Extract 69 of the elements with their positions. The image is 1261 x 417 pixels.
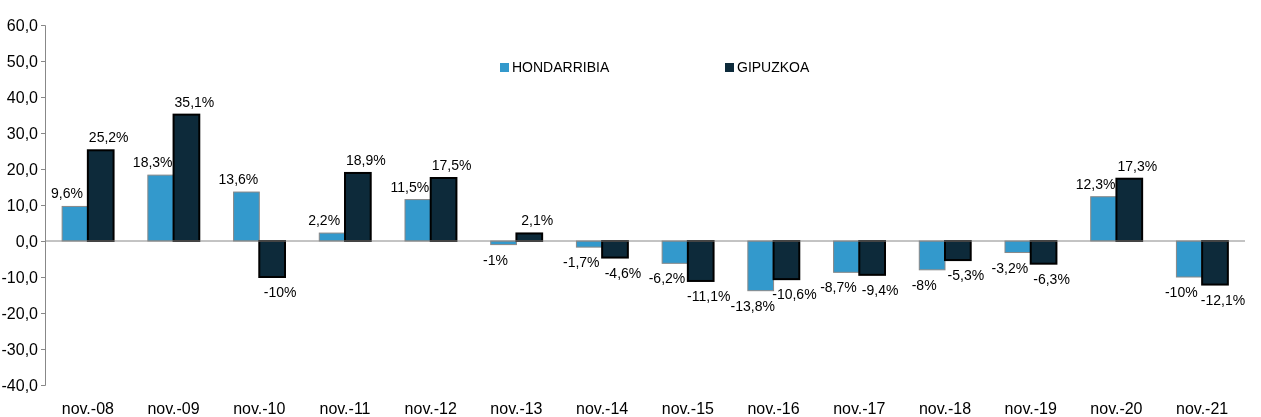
- x-tick-label: nov.-18: [918, 400, 972, 417]
- data-label: 17,3%: [1117, 157, 1158, 174]
- y-tick-label: 20,0: [6, 160, 39, 178]
- data-label: 9,6%: [51, 185, 83, 202]
- x-tick-label: nov.-17: [833, 400, 886, 417]
- data-label: -10,6%: [772, 286, 817, 303]
- data-label: -8,7%: [820, 279, 857, 296]
- bar: [429, 177, 458, 242]
- bar: [86, 149, 115, 242]
- data-label: -12,1%: [1200, 291, 1246, 308]
- x-tick-label: nov.-19: [1004, 400, 1057, 417]
- data-label: 11,5%: [390, 178, 430, 195]
- legend-label: HONDARRIBIA: [512, 59, 610, 75]
- y-tick-label: 60,0: [6, 16, 39, 34]
- x-tick-label: nov.-09: [147, 400, 200, 417]
- data-label: -10%: [263, 284, 297, 300]
- data-label: -13,8%: [730, 297, 775, 314]
- bar: [515, 232, 544, 242]
- x-tick-label: nov.-14: [576, 400, 629, 417]
- bar: [944, 240, 972, 262]
- data-label: 2,1%: [521, 212, 554, 229]
- data-label: 18,3%: [132, 154, 173, 171]
- bar: [772, 240, 801, 281]
- data-label: -8%: [911, 276, 937, 293]
- x-tick-label: nov.-11: [319, 400, 371, 417]
- bar: [1115, 177, 1144, 242]
- bar: [601, 240, 629, 259]
- data-label: 2,2%: [308, 212, 341, 229]
- y-tick-label: -40,0: [1, 376, 39, 394]
- data-label: 17,5%: [431, 157, 472, 173]
- y-tick-label: 40,0: [6, 88, 39, 106]
- data-label: 35,1%: [174, 93, 215, 110]
- x-tick-label: nov.-08: [61, 400, 115, 417]
- data-label: -4,6%: [604, 264, 642, 281]
- bar: [258, 240, 286, 278]
- x-tick-label: nov.-20: [1090, 400, 1143, 417]
- x-tick-label: nov.-21: [1176, 400, 1229, 417]
- data-label: 18,9%: [346, 151, 386, 168]
- data-label: -11,1%: [687, 287, 731, 304]
- data-label: -10%: [1164, 284, 1198, 300]
- legend-label: GIPUZKOA: [737, 59, 811, 75]
- x-tick-label: nov.-16: [747, 400, 800, 417]
- y-tick-label: 50,0: [6, 52, 39, 70]
- x-tick-label: nov.-10: [233, 400, 286, 417]
- data-label: -5,3%: [947, 267, 985, 284]
- data-label: -6,2%: [648, 270, 686, 287]
- y-tick-label: 10,0: [6, 196, 39, 214]
- data-label: -1,7%: [563, 254, 600, 271]
- y-tick-label: -30,0: [1, 340, 39, 358]
- y-tick-label: -10,0: [1, 268, 39, 286]
- bar: [1201, 240, 1229, 286]
- bar: [858, 240, 886, 276]
- bar: [1029, 240, 1058, 265]
- data-label: -6,3%: [1033, 270, 1070, 287]
- y-tick-label: 30,0: [6, 124, 39, 142]
- bar: [344, 171, 372, 242]
- data-label: -3,2%: [991, 259, 1029, 276]
- y-tick-label: -20,0: [1, 304, 39, 322]
- data-label: 25,2%: [88, 129, 129, 146]
- bar: [172, 113, 201, 242]
- x-tick-label: nov.-13: [490, 400, 543, 417]
- data-label: 12,3%: [1075, 175, 1116, 192]
- data-label: 13,6%: [218, 171, 259, 188]
- x-tick-label: nov.-12: [404, 400, 457, 417]
- bar: [686, 240, 715, 282]
- y-tick-label: 0,0: [15, 232, 39, 250]
- data-label: -9,4%: [861, 281, 899, 298]
- data-label: -1%: [483, 251, 509, 268]
- x-tick-label: nov.-15: [661, 400, 715, 417]
